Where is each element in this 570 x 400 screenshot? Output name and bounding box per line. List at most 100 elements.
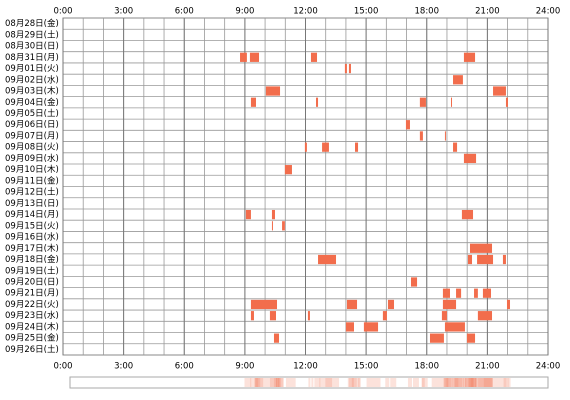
activity-bar	[444, 131, 446, 141]
x-tick-label-bottom: 9:00	[235, 362, 254, 372]
x-tick-label-bottom: 6:00	[175, 362, 194, 372]
row-label: 09月11日(金)	[5, 175, 59, 186]
row-label: 09月05日(土)	[5, 108, 59, 119]
summary-mark	[503, 378, 507, 387]
x-tick-label-bottom: 0:00	[53, 362, 72, 372]
row-label: 09月14日(月)	[5, 210, 59, 220]
activity-bar	[344, 63, 347, 74]
summary-mark	[348, 378, 357, 387]
row-label: 09月23日(水)	[5, 310, 59, 321]
summary-mark	[454, 378, 465, 387]
x-tick-label-top: 15:00	[354, 7, 379, 17]
activity-bar	[304, 142, 307, 152]
row-label: 08月30日(日)	[5, 42, 59, 52]
activity-bar	[273, 333, 280, 343]
summary-mark	[275, 378, 277, 387]
summary-mark	[412, 378, 419, 387]
x-tick-label-bottom: 21:00	[475, 362, 500, 372]
row-label: 08月28日(金)	[5, 18, 59, 29]
activity-bar	[348, 63, 351, 74]
activity-bar	[451, 97, 453, 107]
row-label: 09月12日(土)	[5, 187, 59, 198]
summary-mark	[351, 378, 354, 387]
row-label: 09月06日(日)	[5, 120, 59, 130]
row-label: 09月15日(火)	[5, 221, 59, 231]
activity-bar	[250, 299, 278, 310]
activity-bar	[346, 299, 358, 310]
activity-bar	[363, 322, 379, 332]
x-tick-label-bottom: 12:00	[293, 362, 318, 372]
summary-mark	[255, 378, 259, 387]
summary-mark	[244, 378, 252, 387]
row-label: 09月13日(日)	[5, 199, 59, 209]
summary-mark	[444, 378, 452, 387]
activity-bar	[269, 311, 276, 321]
summary-strip	[69, 376, 549, 389]
summary-mark	[325, 378, 333, 387]
x-tick-label-top: 21:00	[475, 7, 500, 17]
summary-mark	[366, 378, 381, 387]
activity-bar	[387, 299, 395, 310]
x-tick-label-top: 0:00	[53, 7, 72, 17]
x-tick-label-top: 18:00	[415, 7, 440, 17]
activity-bar	[453, 142, 458, 152]
activity-bar	[284, 165, 292, 175]
activity-bar	[461, 209, 474, 220]
activity-bar	[245, 209, 251, 220]
summary-mark	[314, 378, 321, 387]
x-tick-label-top: 9:00	[235, 7, 254, 17]
summary-mark	[471, 378, 493, 387]
summary-mark	[507, 378, 511, 387]
activity-bar	[271, 209, 275, 220]
row-label: 09月26日(土)	[5, 344, 59, 355]
activity-bar	[477, 254, 494, 265]
activity-bar	[442, 299, 457, 310]
activity-bar	[444, 322, 465, 332]
activity-bar	[441, 311, 447, 321]
x-tick-label-bottom: 24:00	[536, 362, 561, 372]
summary-mark	[454, 378, 459, 387]
activity-bar	[467, 254, 473, 265]
row-label: 09月02日(水)	[5, 74, 59, 85]
summary-mark	[463, 378, 475, 387]
activity-bar	[463, 52, 476, 62]
activity-bar	[482, 288, 492, 298]
summary-mark	[483, 378, 492, 387]
activity-bar	[405, 120, 410, 130]
x-tick-label-bottom: 15:00	[354, 362, 379, 372]
activity-bar	[505, 97, 508, 107]
summary-mark	[493, 378, 507, 387]
row-label: 09月09日(水)	[5, 153, 59, 164]
row-label: 09月21日(月)	[5, 289, 59, 299]
summary-mark	[468, 378, 477, 387]
summary-mark	[285, 378, 289, 387]
activity-bar	[265, 86, 281, 96]
summary-mark	[275, 378, 279, 387]
activity-bar	[318, 254, 337, 265]
summary-mark	[465, 378, 477, 387]
row-label: 09月01日(火)	[5, 64, 59, 74]
summary-mark	[478, 378, 493, 387]
row-label: 09月19日(土)	[5, 265, 59, 276]
summary-mark	[446, 378, 448, 387]
summary-mark	[407, 378, 412, 387]
activity-bar	[271, 221, 273, 231]
summary-mark	[443, 378, 449, 387]
activity-bar	[410, 277, 418, 287]
summary-mark	[421, 378, 425, 387]
x-tick-label-top: 3:00	[114, 7, 133, 17]
activity-bar	[463, 153, 477, 164]
summary-mark	[478, 378, 494, 387]
row-label: 09月24日(木)	[5, 321, 59, 332]
activity-bar	[419, 97, 426, 107]
x-tick-label-bottom: 3:00	[114, 362, 133, 372]
row-label: 09月07日(月)	[5, 131, 59, 141]
row-label: 08月29日(土)	[5, 29, 59, 40]
summary-mark	[421, 378, 428, 387]
row-label: 09月04日(金)	[5, 97, 59, 108]
summary-mark	[311, 378, 314, 387]
row-label: 09月17日(木)	[5, 243, 59, 254]
activity-bar	[355, 142, 359, 152]
activity-bar	[307, 311, 310, 321]
